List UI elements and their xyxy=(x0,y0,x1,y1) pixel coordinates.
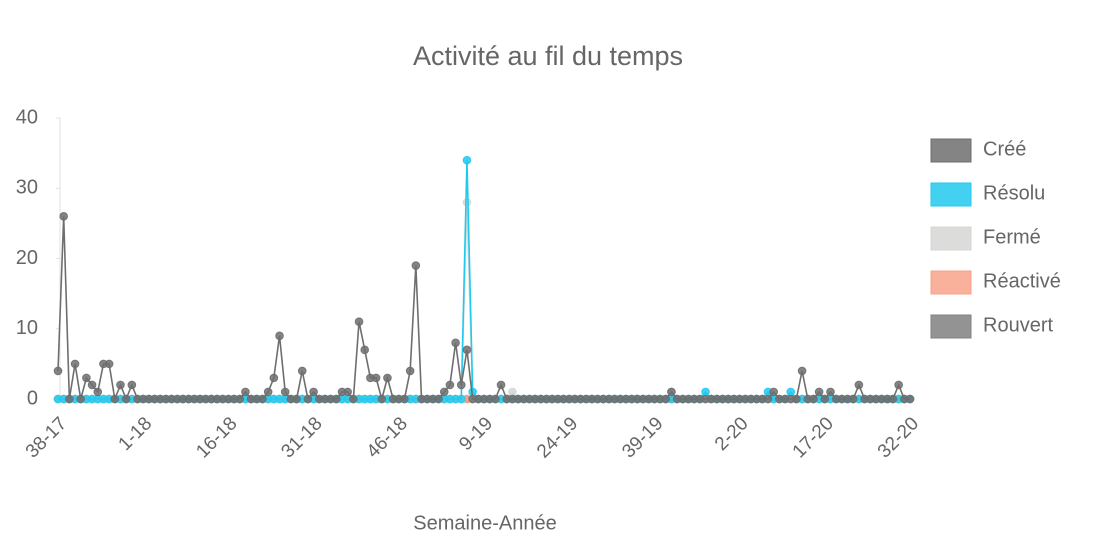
data-point xyxy=(332,394,341,404)
legend-swatch xyxy=(930,138,972,163)
data-point xyxy=(462,345,472,355)
series-line xyxy=(58,202,910,400)
y-tick-label: 0 xyxy=(27,387,38,409)
data-point xyxy=(854,380,864,390)
data-point xyxy=(456,380,466,390)
data-point xyxy=(701,387,710,397)
y-tick-label: 20 xyxy=(16,247,38,269)
data-point xyxy=(434,394,443,404)
data-point xyxy=(826,387,835,397)
data-point xyxy=(371,373,381,383)
data-point xyxy=(508,387,517,397)
legend-label: Résolu xyxy=(983,182,1045,204)
x-tick-label: 32-20 xyxy=(874,413,923,462)
data-point xyxy=(303,394,313,404)
data-point xyxy=(110,394,120,404)
data-point xyxy=(786,387,796,397)
data-point xyxy=(104,359,114,369)
data-point xyxy=(462,155,472,165)
x-tick-label: 24-19 xyxy=(533,413,582,462)
data-point xyxy=(661,394,671,404)
data-point xyxy=(456,394,466,404)
data-point xyxy=(400,394,409,404)
series-line xyxy=(58,160,910,400)
x-tick-label: 39-19 xyxy=(618,413,667,462)
data-point xyxy=(496,380,506,390)
y-tick-label: 10 xyxy=(16,317,38,339)
data-point xyxy=(127,380,137,390)
data-point xyxy=(76,394,86,404)
data-point xyxy=(360,345,370,355)
legend-swatch xyxy=(930,270,972,295)
data-point xyxy=(763,394,773,404)
data-point xyxy=(451,338,460,348)
data-point xyxy=(411,261,421,270)
data-point xyxy=(797,366,807,376)
data-point xyxy=(462,198,472,207)
data-point xyxy=(439,387,449,397)
y-tick-label: 30 xyxy=(16,177,38,199)
data-point xyxy=(667,387,676,397)
x-tick-label: 9-19 xyxy=(455,413,497,455)
data-point xyxy=(116,380,125,390)
data-point xyxy=(263,387,273,397)
data-point xyxy=(905,394,915,404)
x-tick-label: 2-20 xyxy=(711,413,753,455)
data-point xyxy=(59,212,68,221)
legend-label: Fermé xyxy=(983,226,1041,248)
x-tick-label: 31-18 xyxy=(277,413,326,462)
data-point xyxy=(53,366,63,376)
x-axis-label: Semaine-Année xyxy=(413,512,556,534)
data-point xyxy=(343,387,352,397)
data-point xyxy=(405,366,415,376)
series-line xyxy=(57,216,910,403)
data-point xyxy=(87,380,97,390)
data-point xyxy=(258,394,267,404)
legend-swatch xyxy=(930,182,972,207)
data-point xyxy=(65,394,74,404)
data-point xyxy=(70,359,80,369)
data-point xyxy=(275,331,284,341)
data-point xyxy=(792,394,801,404)
data-point xyxy=(377,394,387,404)
legend-swatch xyxy=(930,226,972,251)
data-point xyxy=(297,366,307,376)
data-point xyxy=(383,373,392,383)
legend-label: Réactivé xyxy=(983,270,1061,292)
data-point xyxy=(491,394,500,404)
chart-title: Activité au fil du temps xyxy=(413,41,683,71)
data-point xyxy=(349,394,358,404)
y-tick-label: 40 xyxy=(16,106,38,128)
legend-label: Rouvert xyxy=(983,314,1053,336)
data-point xyxy=(121,394,131,404)
data-point xyxy=(280,387,290,397)
data-point xyxy=(769,387,778,397)
data-point xyxy=(309,387,318,397)
data-point xyxy=(820,394,830,404)
x-tick-label: 17-20 xyxy=(789,413,838,462)
data-point xyxy=(445,380,455,390)
data-point xyxy=(894,380,903,390)
data-point xyxy=(241,387,250,397)
data-point xyxy=(848,394,858,404)
data-point xyxy=(235,394,245,404)
data-point xyxy=(354,317,364,327)
data-point xyxy=(292,394,301,404)
x-tick-label: 1-18 xyxy=(115,413,157,455)
data-point xyxy=(888,394,898,404)
data-point xyxy=(93,387,103,397)
data-point xyxy=(814,387,824,397)
data-point xyxy=(82,373,91,383)
legend-label: Créé xyxy=(983,138,1026,160)
x-tick-label: 46-18 xyxy=(363,413,412,462)
data-point xyxy=(809,394,818,404)
legend-swatch xyxy=(930,314,972,339)
x-tick-label: 38-17 xyxy=(22,413,71,462)
data-point xyxy=(269,373,279,383)
x-tick-label: 16-18 xyxy=(192,413,241,462)
